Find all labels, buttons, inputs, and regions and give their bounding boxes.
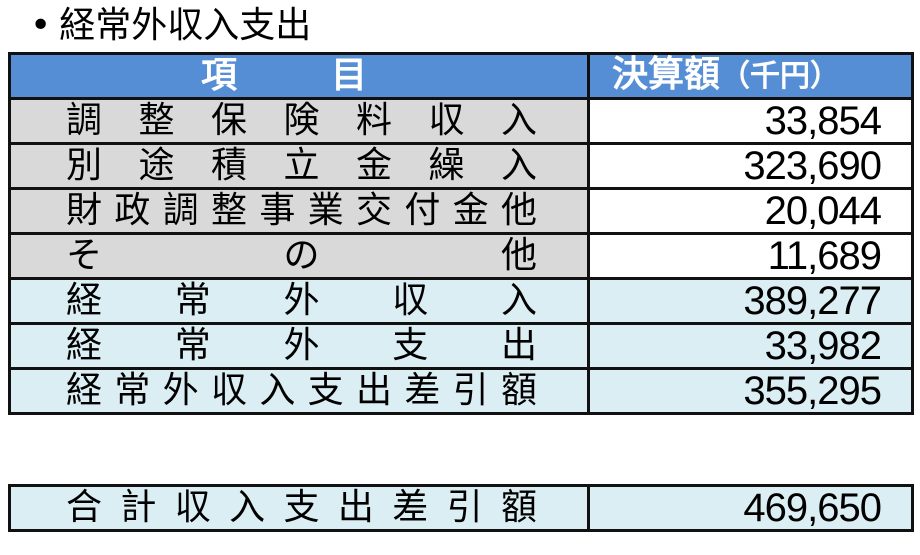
row-label: 経 常 外 支 出 (8, 322, 590, 370)
row-value: 33,982 (587, 322, 914, 370)
total-row: 合 計 収 入 支 出 差 引 額 469,650 (8, 484, 914, 532)
row-value: 33,854 (587, 97, 914, 145)
table-header: 項 目 決算額（千円） (8, 52, 914, 100)
row-value: 389,277 (587, 277, 914, 325)
row-label: 別 途 積 立 金 繰 入 (8, 142, 590, 190)
row-label: 経 常 外 収 入 (8, 277, 590, 325)
row-value: 11,689 (587, 232, 914, 280)
header-unit: （千円） (720, 59, 841, 94)
total-value: 469,650 (587, 484, 914, 532)
total-table: 合 計 収 入 支 出 差 引 額 469,650 (8, 484, 914, 532)
table-row: 別 途 積 立 金 繰 入 323,690 (8, 142, 914, 190)
row-value: 20,044 (587, 187, 914, 235)
title-text: 経常外収入支出 (59, 5, 312, 46)
table-row: 経 常 外 収 入 389,277 (8, 277, 914, 325)
table-row: そ の 他 11,689 (8, 232, 914, 280)
table-row: 経 常 外 支 出 33,982 (8, 322, 914, 370)
section-title: • 経常外収入支出 (30, 2, 311, 50)
income-expenditure-table: 項 目 決算額（千円） 調 整 保 険 料 収 入 33,854 別 途 積 立 … (8, 52, 914, 415)
row-label: 調 整 保 険 料 収 入 (8, 97, 590, 145)
table-row: 財 政 調 整 事 業 交 付 金 他 20,044 (8, 187, 914, 235)
row-value: 355,295 (587, 367, 914, 415)
total-label: 合 計 収 入 支 出 差 引 額 (8, 484, 590, 532)
row-label: 経 常 外 収 入 支 出 差 引 額 (8, 367, 590, 415)
header-amount: 決算額（千円） (587, 52, 914, 100)
row-label: 財 政 調 整 事 業 交 付 金 他 (8, 187, 590, 235)
header-amount-label: 決算額 (612, 54, 721, 95)
row-value: 323,690 (587, 142, 914, 190)
header-item: 項 目 (8, 52, 590, 100)
row-label: そ の 他 (8, 232, 590, 280)
table-row: 経 常 外 収 入 支 出 差 引 額 355,295 (8, 367, 914, 415)
table-row: 調 整 保 険 料 収 入 33,854 (8, 97, 914, 145)
bullet: • (30, 5, 52, 46)
